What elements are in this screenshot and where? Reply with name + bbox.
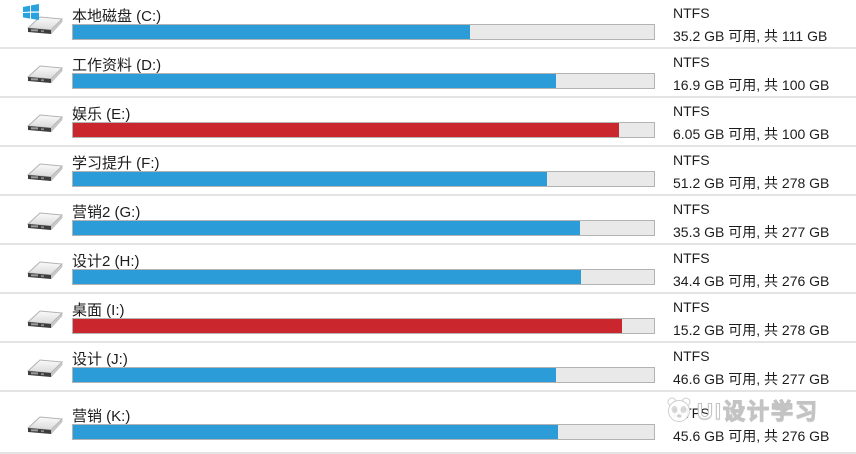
- hard-drive-icon: [25, 157, 65, 187]
- drive-row-g[interactable]: 营销2 (G:) NTFS 35.3 GB 可用, 共 277 GB: [0, 196, 856, 245]
- filesystem-label: NTFS: [673, 250, 710, 266]
- filesystem-label: NTFS: [673, 201, 710, 217]
- drive-name: 营销2 (G:): [72, 204, 141, 221]
- capacity-bar-fill: [73, 270, 582, 284]
- hard-drive-icon: [25, 59, 65, 89]
- capacity-bar: [72, 367, 655, 383]
- hard-drive-icon: [25, 410, 65, 440]
- system-drive-icon: [23, 4, 65, 40]
- hard-drive-icon: [25, 304, 65, 334]
- free-space-label: 34.4 GB 可用, 共 276 GB: [673, 273, 830, 289]
- free-space-label: 15.2 GB 可用, 共 278 GB: [673, 322, 830, 338]
- free-space-label: 6.05 GB 可用, 共 100 GB: [673, 126, 830, 142]
- capacity-bar-fill: [73, 368, 557, 382]
- drive-row-d[interactable]: 工作资料 (D:) NTFS 16.9 GB 可用, 共 100 GB: [0, 49, 856, 98]
- capacity-bar: [72, 318, 655, 334]
- free-space-label: 16.9 GB 可用, 共 100 GB: [673, 77, 830, 93]
- free-space-label: 51.2 GB 可用, 共 278 GB: [673, 175, 830, 191]
- filesystem-label: NTFS: [673, 348, 710, 364]
- hard-drive-icon: [25, 353, 65, 383]
- filesystem-label: NTFS: [673, 54, 710, 70]
- capacity-bar-fill: [73, 74, 556, 88]
- capacity-bar: [72, 424, 655, 440]
- capacity-bar: [72, 220, 655, 236]
- drive-row-k[interactable]: 营销 (K:) NTFS 45.6 GB 可用, 共 276 GB: [0, 392, 856, 454]
- drive-name: 工作资料 (D:): [72, 57, 162, 74]
- filesystem-label: NTFS: [673, 299, 710, 315]
- drive-row-i[interactable]: 桌面 (I:) NTFS 15.2 GB 可用, 共 278 GB: [0, 294, 856, 343]
- hard-drive-icon: [25, 108, 65, 138]
- capacity-bar-fill: [73, 221, 581, 235]
- capacity-bar: [72, 73, 655, 89]
- drive-row-j[interactable]: 设计 (J:) NTFS 46.6 GB 可用, 共 277 GB: [0, 343, 856, 392]
- drive-name: 桌面 (I:): [72, 302, 125, 319]
- capacity-bar-fill: [73, 123, 620, 137]
- capacity-bar: [72, 171, 655, 187]
- capacity-bar: [72, 122, 655, 138]
- free-space-label: 35.3 GB 可用, 共 277 GB: [673, 224, 830, 240]
- capacity-bar: [72, 24, 655, 40]
- free-space-label: 46.6 GB 可用, 共 277 GB: [673, 371, 830, 387]
- filesystem-label: NTFS: [673, 5, 710, 21]
- drive-name: 娱乐 (E:): [72, 106, 131, 123]
- capacity-bar-fill: [73, 25, 470, 39]
- filesystem-label: NTFS: [673, 152, 710, 168]
- free-space-label: 35.2 GB 可用, 共 111 GB: [673, 28, 828, 44]
- drive-row-h[interactable]: 设计2 (H:) NTFS 34.4 GB 可用, 共 276 GB: [0, 245, 856, 294]
- drive-row-f[interactable]: 学习提升 (F:) NTFS 51.2 GB 可用, 共 278 GB: [0, 147, 856, 196]
- hard-drive-icon: [25, 255, 65, 285]
- capacity-bar-fill: [73, 319, 623, 333]
- drive-name: 学习提升 (F:): [72, 155, 160, 172]
- drive-name: 设计 (J:): [72, 351, 128, 368]
- capacity-bar-fill: [73, 425, 559, 439]
- filesystem-label: NTFS: [673, 405, 710, 421]
- drive-name: 设计2 (H:): [72, 253, 140, 270]
- filesystem-label: NTFS: [673, 103, 710, 119]
- windows-logo-icon: [23, 4, 39, 20]
- drive-row-e[interactable]: 娱乐 (E:) NTFS 6.05 GB 可用, 共 100 GB: [0, 98, 856, 147]
- capacity-bar: [72, 269, 655, 285]
- drive-row-c[interactable]: 本地磁盘 (C:) NTFS 35.2 GB 可用, 共 111 GB: [0, 0, 856, 49]
- free-space-label: 45.6 GB 可用, 共 276 GB: [673, 428, 830, 444]
- drive-name: 本地磁盘 (C:): [72, 8, 162, 25]
- hard-drive-icon: [25, 206, 65, 236]
- capacity-bar-fill: [73, 172, 548, 186]
- drive-name: 营销 (K:): [72, 408, 131, 425]
